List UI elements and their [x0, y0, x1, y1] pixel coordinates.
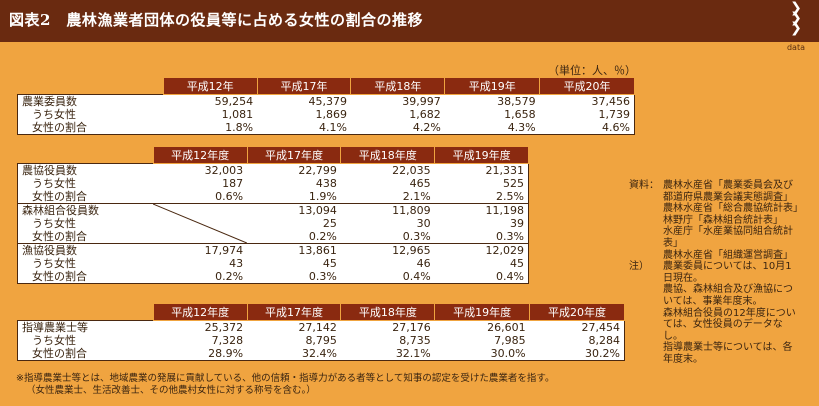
- footnote-line: ※指導農業士等とは、地域農業の発展に貢献している、他の信頼・指導力がある者等とし…: [16, 373, 555, 384]
- header-cell: [18, 304, 154, 321]
- table-row: 女性の割合 0.6% 1.9% 2.1% 2.5%: [17, 190, 529, 204]
- table-row: 指導農業士等 25,372 27,142 27,176 26,601 27,45…: [17, 320, 625, 334]
- header-cell: 平成17年度: [246, 146, 342, 164]
- header-cell: 平成19年度: [434, 146, 529, 164]
- table-row: 女性の割合 0.2% 0.3% 0.4% 0.4%: [17, 270, 529, 284]
- header-cell: 平成12年: [162, 77, 258, 95]
- header-cell: 平成17年: [256, 77, 352, 95]
- chevron-down-icon: ❯ ❯ ❯: [790, 0, 802, 36]
- header-cell: 平成20年: [539, 77, 635, 95]
- table-row: 漁協役員数 17,974 13,861 12,965 12,029: [17, 243, 529, 257]
- unit-label: （単位：人、％）: [548, 64, 636, 77]
- source-line: 水産庁「水産業協同組合統計表」: [663, 226, 793, 249]
- note-line: 指導農業士等については、各年度末。: [663, 342, 793, 365]
- table-agricultural-committee: 平成12年 平成17年 平成18年 平成19年 平成20年 農業委員数 59,2…: [17, 77, 635, 135]
- table-row: 農業委員数 59,254 45,379 39,997 38,579 37,456: [17, 94, 635, 108]
- header-cell: 平成20年度: [529, 303, 625, 321]
- table-row: うち女性 187 438 465 525: [17, 177, 529, 190]
- table-row: 女性の割合 1.8% 4.1% 4.2% 4.3% 4.6%: [17, 121, 635, 135]
- data-tag: data: [786, 43, 805, 52]
- diagonal-slash-icon: [153, 204, 247, 243]
- note-line: 農業委員については、10月1日現在。: [663, 261, 792, 284]
- note-line: 森林組合役員の12年度については、女性役員のデータなし。: [663, 307, 796, 342]
- header-cell: [18, 147, 154, 164]
- table-row: 女性の割合 0.2% 0.3% 0.3%: [17, 230, 529, 244]
- source-line: 林野庁「森林組合統計表」: [663, 214, 783, 226]
- table-row: うち女性 43 45 46 45: [17, 257, 529, 270]
- table-row: 森林組合役員数 13,094 11,809 11,198: [17, 203, 529, 244]
- header-cell: [18, 78, 164, 95]
- footnote: ※指導農業士等とは、地域農業の発展に貢献している、他の信頼・指導力がある者等とし…: [16, 373, 554, 397]
- source-notes: 資料： 農林水産省「農業委員会及び都道府県農業会議実態調査」 農林水産省「総合農…: [629, 180, 803, 366]
- header-cell: 平成19年: [444, 77, 541, 95]
- source-line: 農林水産省「農業委員会及び都道府県農業会議実態調査」: [663, 180, 793, 203]
- header-cell: 平成18年度: [340, 303, 436, 321]
- header-cell: 平成17年度: [246, 303, 342, 321]
- no-data-cell: [153, 203, 248, 244]
- header-cell: 平成19年度: [434, 303, 531, 321]
- page-title: 図表2 農林漁業者団体の役員等に占める女性の割合の推移: [9, 11, 423, 29]
- footnote-line: （女性農業士、生活改善士、その他農村女性に対する称号を含む。）: [26, 385, 316, 396]
- source-line: 農林水産省「総合農協統計表」: [663, 203, 803, 215]
- header-cell: 平成12年度: [152, 303, 248, 321]
- notes: 注） 農業委員については、10月1日現在。 農協、森林組合及び漁協については、事…: [629, 261, 799, 365]
- table-row: うち女性 25 30 39: [17, 217, 529, 230]
- header-bar: 図表2 農林漁業者団体の役員等に占める女性の割合の推移 ❯ ❯ ❯: [0, 0, 819, 42]
- table-row: 女性の割合 28.9% 32.4% 32.1% 30.0% 30.2%: [17, 347, 625, 361]
- table-guidance-farmers: 平成12年度 平成17年度 平成18年度 平成19年度 平成20年度 指導農業士…: [17, 303, 625, 361]
- source-line: 農林水産省「組織運営調査」: [663, 249, 793, 261]
- table-row: うち女性 1,081 1,869 1,682 1,658 1,739: [17, 108, 635, 121]
- table-row: うち女性 7,328 8,795 8,735 7,985 8,284: [17, 334, 625, 347]
- header-cell: 平成12年度: [152, 146, 248, 164]
- sources: 資料： 農林水産省「農業委員会及び都道府県農業会議実態調査」 農林水産省「総合農…: [629, 180, 803, 261]
- table-row: 農協役員数 32,003 22,799 22,035 21,331: [17, 163, 529, 177]
- table-cooperatives: 平成12年度 平成17年度 平成18年度 平成19年度 農協役員数 32,003…: [17, 146, 529, 284]
- note-line: 農協、森林組合及び漁協については、事業年度末。: [663, 284, 793, 307]
- header-cell: 平成18年度: [340, 146, 436, 164]
- header-cell: 平成18年: [350, 77, 446, 95]
